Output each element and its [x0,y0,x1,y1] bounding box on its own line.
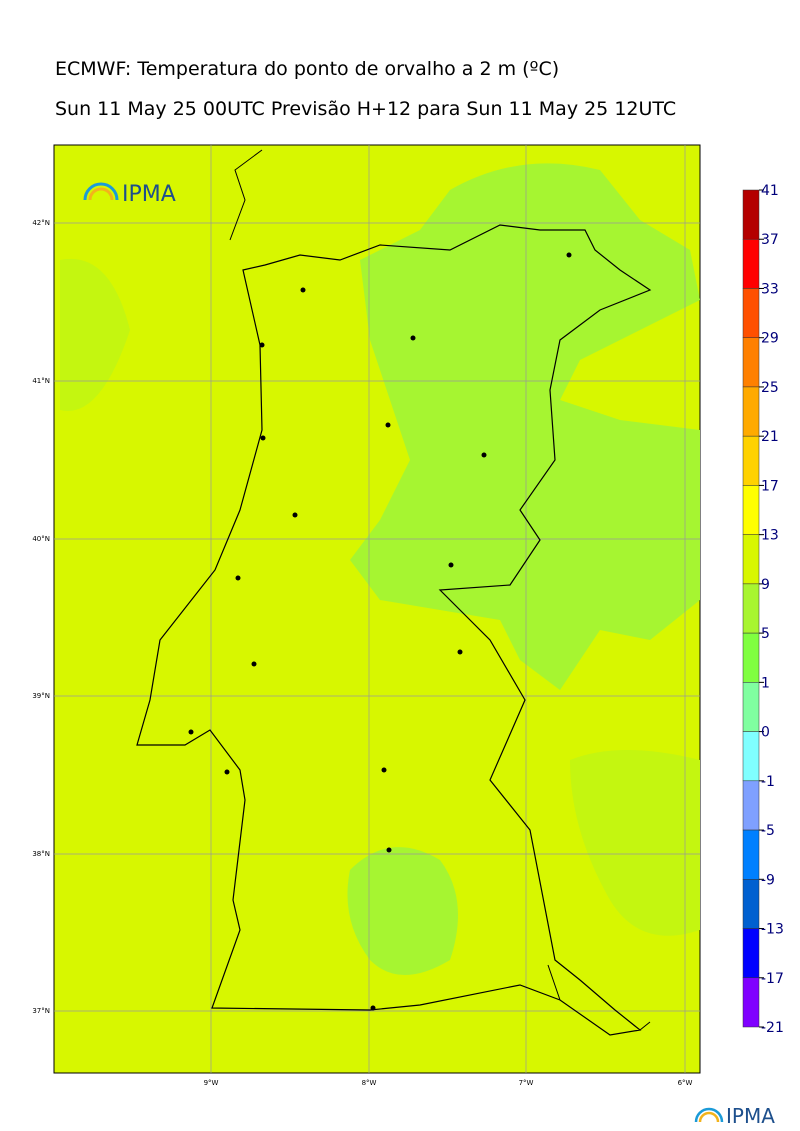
colorbar-swatch [742,632,760,683]
colorbar-label: -1 [761,774,775,790]
colorbar-swatch [742,189,760,240]
colorbar-label: 0 [761,725,770,741]
colorbar-label: 21 [761,429,779,445]
colorbar-label: 41 [761,183,779,199]
lat-label: 41°N [32,377,50,385]
colorbar-swatch [742,435,760,486]
lon-label: 8°W [362,1079,377,1087]
colorbar-label: 29 [761,331,779,347]
colorbar-swatch [742,288,760,338]
colorbar-label: 25 [761,380,779,396]
colorbar-swatch [742,829,760,880]
subtitle: Sun 11 May 25 00UTC Previsão H+12 para S… [55,98,676,120]
colorbar-label: 37 [761,232,779,248]
colorbar-swatch [742,928,760,979]
map: IPMA [53,144,701,1074]
lat-label: 40°N [32,535,50,543]
lat-label: 38°N [32,850,50,858]
lon-label: 7°W [519,1079,534,1087]
colorbar-swatch [742,583,760,634]
colorbar-swatch [742,977,760,1028]
colorbar-label: -21 [761,1020,784,1036]
footer-logo: IPMA [694,1104,775,1128]
colorbar-label: 5 [761,626,770,642]
lat-label: 39°N [32,692,50,700]
colorbar-swatch [742,534,760,585]
lon-label: 6°W [678,1079,693,1087]
footer-logo-text: IPMA [726,1104,775,1128]
colorbar-label: 9 [761,577,770,593]
colorbar-swatch [742,682,760,732]
colorbar-swatch [742,485,760,535]
colorbar-swatch [742,879,760,929]
colorbar-swatch [742,731,760,782]
title: ECMWF: Temperatura do ponto de orvalho a… [55,58,559,80]
colorbar-label: 1 [761,675,770,691]
colorbar-swatch [742,337,760,388]
colorbar-label: -5 [761,823,775,839]
colorbar-swatch [742,780,760,831]
colorbar-label: -9 [761,872,775,888]
colorbar-label: 33 [761,281,779,297]
lon-label: 9°W [204,1079,219,1087]
colorbar-label: -17 [761,971,784,987]
lat-label: 37°N [32,1007,50,1015]
logo-text: IPMA [122,182,176,207]
colorbar-label: 17 [761,478,779,494]
lat-label: 42°N [32,219,50,227]
logo: IPMA [83,182,176,207]
colorbar-label: -13 [761,922,784,938]
colorbar-swatch [742,386,760,437]
colorbar-swatch [742,238,760,289]
colorbar-label: 13 [761,528,779,544]
